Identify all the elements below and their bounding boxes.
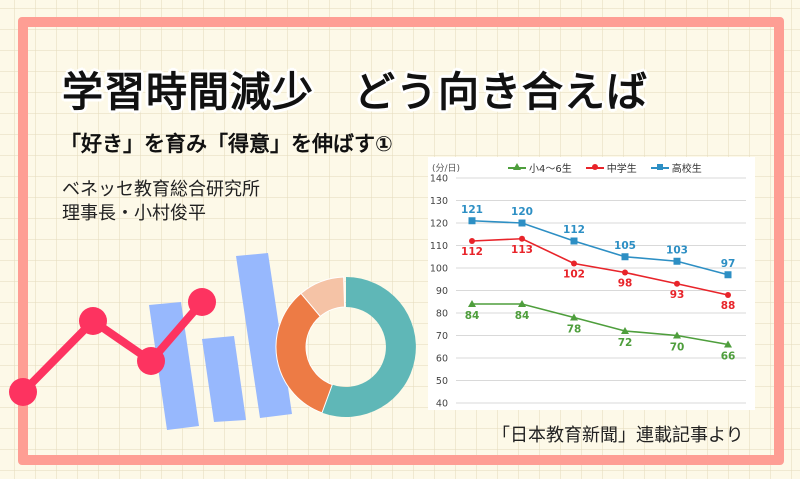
svg-text:80: 80 — [436, 309, 448, 320]
pink-frame — [18, 17, 784, 465]
svg-text:120: 120 — [430, 219, 448, 230]
svg-text:100: 100 — [430, 264, 448, 275]
legend-high-school: 高校生 — [650, 160, 702, 175]
author-org: ベネッセ教育総合研究所 — [62, 179, 260, 200]
svg-text:93: 93 — [670, 289, 685, 301]
svg-text:121: 121 — [461, 204, 483, 216]
svg-text:84: 84 — [465, 310, 480, 322]
legend-elementary: 小4～6生 — [508, 160, 572, 175]
line-illustration-icon — [9, 288, 216, 406]
bar-illustration-icon — [149, 253, 292, 430]
svg-text:50: 50 — [436, 376, 448, 387]
svg-text:113: 113 — [511, 244, 533, 256]
svg-text:98: 98 — [618, 278, 633, 290]
title-part-2: どう向き合えば — [354, 68, 648, 116]
y-axis-unit: (分/日) — [432, 164, 461, 174]
circle-marker-icon — [585, 163, 604, 170]
svg-text:120: 120 — [511, 206, 533, 218]
chart-illustration — [9, 253, 416, 430]
line-chart-panel: (分/日) 小4～6生 中学生 高校生 140 130 120 110 100 90 80 7… — [428, 157, 755, 410]
svg-text:130: 130 — [430, 196, 448, 207]
svg-text:105: 105 — [614, 240, 636, 252]
svg-text:66: 66 — [721, 351, 736, 363]
svg-text:88: 88 — [721, 300, 736, 312]
donut-illustration-icon — [275, 276, 416, 417]
legend-junior-high: 中学生 — [585, 160, 637, 175]
svg-text:40: 40 — [436, 399, 448, 410]
svg-text:112: 112 — [461, 246, 483, 258]
svg-text:70: 70 — [436, 331, 448, 342]
chart-legend: 小4～6生 中学生 高校生 — [508, 160, 702, 175]
svg-text:84: 84 — [515, 310, 530, 322]
svg-text:70: 70 — [670, 342, 685, 354]
svg-text:140: 140 — [430, 174, 448, 185]
svg-text:97: 97 — [721, 258, 736, 270]
svg-text:102: 102 — [563, 269, 585, 281]
author-name: 理事長・小村俊平 — [62, 203, 206, 224]
svg-text:110: 110 — [430, 241, 448, 252]
square-marker-icon — [650, 163, 669, 170]
svg-text:112: 112 — [563, 224, 585, 236]
svg-text:78: 78 — [567, 324, 582, 336]
author-block: ベネッセ教育総合研究所 理事長・小村俊平 — [62, 178, 260, 226]
svg-text:72: 72 — [618, 337, 633, 349]
line-chart-plot: 140 130 120 110 100 90 80 70 60 50 40 84 84 78 72 70 66 1… — [430, 174, 746, 410]
subtitle: 「好き」を育み「得意」を伸ばす① — [60, 132, 393, 156]
title-part-1: 学習時間減少 — [62, 68, 314, 116]
svg-text:103: 103 — [666, 244, 688, 256]
source-credit: 「日本教育新聞」連載記事より — [492, 425, 744, 446]
svg-text:90: 90 — [436, 286, 448, 297]
svg-text:60: 60 — [436, 354, 448, 365]
main-title: 学習時間減少 どう向き合えば — [62, 58, 648, 118]
triangle-marker-icon — [508, 162, 526, 170]
